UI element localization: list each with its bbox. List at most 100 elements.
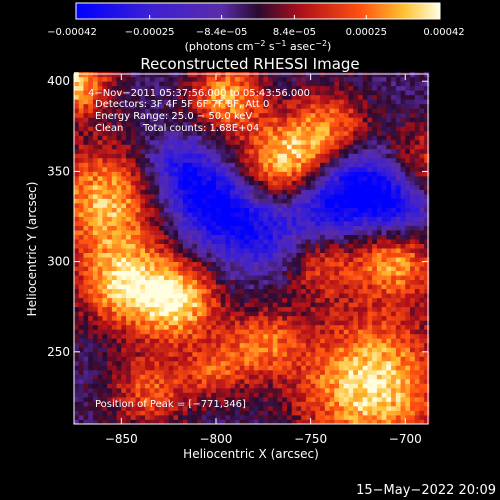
heatmap-cell [116,261,122,267]
heatmap-cell [192,166,198,172]
heatmap-cell [258,360,264,366]
heatmap-cell [324,297,330,303]
heatmap-cell [419,293,425,299]
heatmap-cell [102,342,108,348]
heatmap-cell [381,148,387,154]
heatmap-cell [74,252,80,258]
heatmap-cell [410,171,416,177]
heatmap-cell [244,338,250,344]
heatmap-cell [376,225,383,231]
heatmap-cell [239,252,245,258]
heatmap-cell [107,342,113,348]
heatmap-cell [320,311,326,317]
heatmap-cell [83,293,89,299]
heatmap-cell [78,225,84,231]
heatmap-cell [239,175,245,181]
heatmap-cell [258,248,264,254]
heatmap-cell [111,414,117,420]
heatmap-cell [74,126,80,132]
heatmap-cell [353,234,359,240]
heatmap-cell [163,297,170,303]
heatmap-cell [405,144,411,150]
heatmap-cell [282,257,288,263]
heatmap-cell [111,410,117,416]
heatmap-cell [102,148,108,154]
heatmap-cell [206,239,212,244]
heatmap-cell [395,175,401,181]
heatmap-cell [348,189,354,195]
heatmap-cell [339,257,345,263]
heatmap-cell [424,252,430,258]
heatmap-cell [249,270,255,276]
heatmap-cell [182,234,188,240]
heatmap-cell [286,320,293,326]
heatmap-cell [296,329,302,335]
heatmap-cell [263,360,269,366]
heatmap-cell [320,351,326,357]
heatmap-cell [357,284,364,290]
heatmap-cell [381,329,387,335]
heatmap-cell [400,157,406,163]
heatmap-cell [305,338,312,344]
heatmap-cell [74,243,80,249]
heatmap-cell [329,315,335,321]
heatmap-cell [206,166,212,172]
heatmap-cell [249,288,255,294]
heatmap-cell [159,374,165,380]
heatmap-cell [376,135,383,141]
heatmap-cell [211,419,217,425]
heatmap-cell [197,239,203,244]
heatmap-cell [315,162,321,168]
heatmap-cell [395,184,401,190]
heatmap-cell [135,374,141,380]
heatmap-cell [357,302,364,308]
heatmap-cell [163,207,170,213]
heatmap-cell [168,121,174,127]
heatmap-cell [173,248,179,254]
heatmap-cell [305,356,312,362]
heatmap-cell [178,387,184,393]
heatmap-cell [78,320,84,326]
heatmap-cell [320,135,326,141]
heatmap-cell [391,414,397,420]
heatmap-cell [419,257,425,263]
heatmap-cell [305,401,312,407]
heatmap-cell [149,198,155,204]
heatmap-cell [348,347,354,353]
heatmap-cell [182,315,188,321]
heatmap-cell [249,329,255,335]
heatmap-cell [144,266,151,272]
heatmap-cell [159,378,165,384]
heatmap-cell [286,175,293,181]
heatmap-cell [168,306,174,312]
heatmap-cell [305,252,312,258]
heatmap-cell [135,121,141,127]
heatmap-cell [154,378,160,384]
heatmap-cell [182,130,188,136]
heatmap-cell [78,392,84,398]
heatmap-cell [424,338,430,344]
heatmap-cell [343,148,349,154]
heatmap-cell [220,297,226,303]
heatmap-cell [178,157,184,163]
heatmap-cell [414,139,420,145]
heatmap-cell [372,315,378,321]
heatmap-cell [192,293,198,299]
heatmap-cell [116,324,122,330]
heatmap-cell [357,315,364,321]
heatmap-cell [282,347,288,353]
heatmap-cell [121,378,127,384]
heatmap-cell [424,387,430,393]
heatmap-cell [244,184,250,190]
heatmap-cell [192,392,198,398]
heatmap-cell [144,324,151,330]
colorbar-tick-label: 8.4e−05 [273,27,316,38]
heatmap-cell [339,261,345,267]
heatmap-cell [391,284,397,290]
heatmap-cell [410,347,416,353]
heatmap-cell [268,139,274,145]
heatmap-cell [315,216,321,222]
heatmap-cell [386,126,392,132]
heatmap-cell [296,288,302,294]
heatmap-cell [201,405,207,411]
